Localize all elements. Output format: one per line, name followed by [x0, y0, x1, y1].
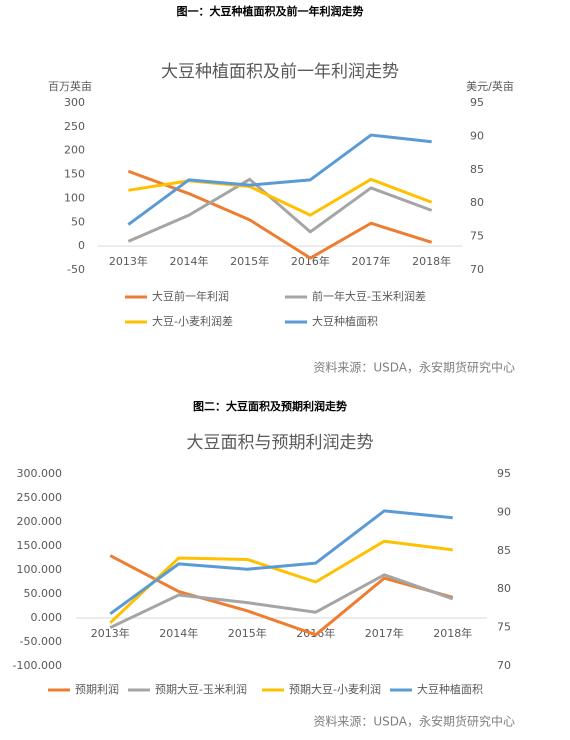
legend-label: 大豆种植面积 [417, 682, 483, 696]
series-line [127, 133, 432, 226]
y2-tick-label: 70 [470, 263, 484, 276]
y2-tick-label: 95 [470, 96, 484, 109]
y2-tick-label: 80 [497, 582, 511, 595]
source: 资料来源：USDA，永安期货研究中心 [313, 360, 515, 375]
y-tick-label: 150 [64, 168, 85, 181]
x-tick-label: 2018年 [433, 626, 472, 640]
y-tick-label: 250.000 [17, 491, 63, 504]
series-line [109, 509, 453, 615]
x-tick-label: 2013年 [109, 254, 148, 268]
y2-tick-label: 85 [470, 163, 484, 176]
series-line [109, 539, 453, 624]
y-tick-label: 200.000 [17, 515, 63, 528]
x-tick-label: 2017年 [352, 254, 391, 268]
legend-label: 预期大豆-玉米利润 [155, 682, 247, 696]
chart-title: 大豆面积与预期利润走势 [187, 433, 374, 453]
y-tick-label: 50.000 [24, 587, 63, 600]
y2-tick-label: 75 [497, 621, 511, 634]
y-tick-label: -50.000 [20, 635, 62, 648]
y2-tick-label: 90 [470, 129, 484, 142]
x-tick-label: 2013年 [91, 626, 130, 640]
legend-label: 大豆种植面积 [312, 314, 378, 328]
series-line [127, 177, 433, 243]
chart-title: 大豆种植面积及前一年利润走势 [161, 62, 399, 82]
x-tick-label: 2017年 [365, 626, 404, 640]
y-tick-label: -50 [67, 263, 85, 276]
source: 资料来源：USDA，永安期货研究中心 [313, 714, 515, 729]
x-tick-label: 2014年 [170, 254, 209, 268]
y2-tick-label: 70 [497, 659, 511, 672]
y2-tick-label: 95 [497, 467, 511, 480]
series-line [109, 554, 454, 637]
legend-label: 大豆-小麦利润差 [152, 314, 233, 328]
y2-tick-label: 85 [497, 544, 511, 557]
y-tick-label: 300 [64, 96, 85, 109]
y-tick-label: 50 [71, 215, 85, 228]
legend-label: 前一年大豆-玉米利润差 [312, 289, 426, 303]
legend-label: 预期大豆-小麦利润 [289, 682, 381, 696]
series-line [109, 573, 454, 629]
series-line [128, 177, 433, 217]
caption: 图一：大豆种植面积及前一年利润走势 [177, 4, 364, 18]
y-tick-label: 300.000 [17, 467, 63, 480]
y-tick-label: -100.000 [13, 659, 62, 672]
x-tick-label: 2018年 [412, 254, 451, 268]
y-tick-label: 250 [64, 120, 85, 133]
y2-tick-label: 75 [470, 230, 484, 243]
x-tick-label: 2015年 [230, 254, 269, 268]
y-tick-label: 200 [64, 144, 85, 157]
x-tick-label: 2014年 [159, 626, 198, 640]
x-tick-label: 2015年 [228, 626, 267, 640]
legend-label: 大豆前一年利润 [152, 289, 229, 303]
x-tick-label: 2016年 [291, 254, 330, 268]
y-tick-label: 100 [64, 191, 85, 204]
y-tick-label: 100.000 [17, 563, 63, 576]
y-axis-label: 百万英亩 [48, 79, 92, 93]
y-tick-label: 0.000 [31, 611, 63, 624]
legend-label: 预期利润 [75, 682, 119, 696]
series-line [127, 169, 433, 260]
y-tick-label: 0 [78, 239, 85, 252]
y2-axis-label: 美元/英亩 [466, 79, 514, 93]
caption: 图二：大豆面积及预期利润走势 [193, 399, 347, 413]
y2-tick-label: 90 [497, 505, 511, 518]
y2-tick-label: 80 [470, 196, 484, 209]
y-tick-label: 150.000 [17, 539, 63, 552]
